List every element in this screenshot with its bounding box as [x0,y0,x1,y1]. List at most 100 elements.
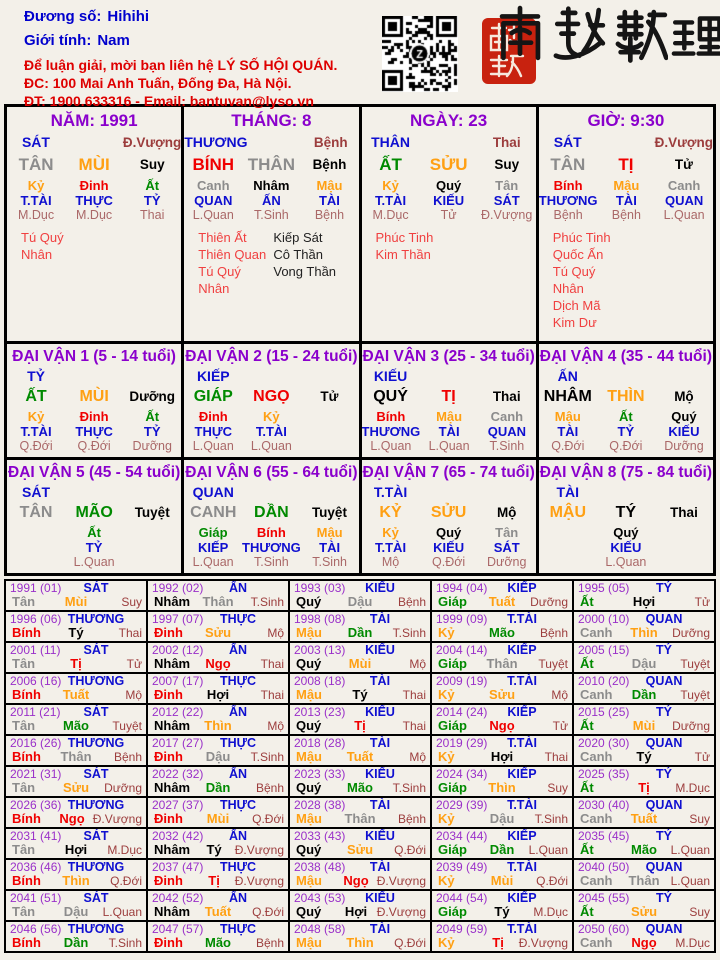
year-branch: Tuất [488,594,516,609]
stem-branch-row: BÍNH THÂN Bệnh [184,152,358,177]
pillar-year: NĂM: 1991 SÁT Đ.Vượng TÂN MÙI Suy Kỷ T.TÀ… [7,107,182,341]
spacer [552,861,568,874]
hidden-stem: Ất [619,409,633,424]
year-ten-god: TÀI [369,860,391,874]
year-lifecycle-status: T.Sinh [534,812,568,826]
hidden-stem-god: KIẾU [433,540,465,555]
year-cell: 2020 (30) QUAN Canh Tý Tử [574,736,714,765]
year-label: 1999 (09) [436,612,488,626]
year-cell-line1: 2015 (25) TỶ [578,706,710,719]
hidden-stem-god: T.TÀI [375,540,407,555]
year-cell-line1: 2034 (44) KIẾP [436,830,568,843]
year-label: 2009 (19) [436,674,488,688]
year-cell: 2036 (46) THƯƠNG Bính Thìn Q.Đới [6,860,146,889]
year-ten-god: QUAN [645,798,683,812]
hidden-stem-status: Bệnh [553,208,583,222]
hidden-stem-column [539,525,597,570]
year-ten-god: ẤN [228,705,248,719]
year-ten-god: THỰC [219,736,257,750]
year-cell-line1: 2022 (32) ẤN [152,768,284,781]
year-ten-god: SÁT [83,829,109,843]
year-stem: Quý [296,656,322,671]
spacer [552,892,568,905]
hidden-stems-row: Bính THƯƠNG L.Quan Mậu TÀI L.Quan Canh QUAN T.Si… [362,409,536,454]
spacer [694,644,710,657]
year-ten-god: QUAN [645,674,683,688]
year-lifecycle-status: Tử [694,595,710,609]
year-label: 2023 (33) [294,767,346,781]
year-branch: Thân [202,594,234,609]
hidden-stem-column: Tân SÁT Đ.Vượng [478,178,536,223]
year-cell-line2: Canh Thìn Dưỡng [578,625,710,641]
ten-god-label: KIẾU [373,368,408,384]
year-cell-line1: 2016 (26) THƯƠNG [10,737,142,750]
daivan-5: ĐẠI VẬN 5 (45 - 54 tuổi) SÁT TÂN MÃO Tuy… [7,460,182,573]
spacer [126,923,142,936]
hidden-stem-status: M.Dục [372,208,409,222]
year-cell-line2: Tân Hợi M.Dục [10,843,142,858]
year-ten-god: QUAN [645,860,683,874]
year-stem: Ất [580,904,594,919]
daivan-3: ĐẠI VẬN 3 (25 - 34 tuổi) KIẾU QUÝ TỊ Tha… [361,344,536,457]
spacer [552,644,568,657]
ten-god-label: SÁT [553,134,582,150]
year-label: 2004 (14) [436,643,488,657]
year-lifecycle-status: Bệnh [255,781,284,795]
earthly-branch: SỬU [430,504,467,521]
year-cell: 2042 (52) ẤN Nhâm Tuất Q.Đới [148,891,288,920]
hidden-stem-god: THƯƠNG [242,540,301,555]
year-label: 2038 (48) [294,860,346,874]
spacer [552,799,568,812]
year-stem: Mậu [296,873,322,888]
year-stem: Đinh [154,935,183,950]
year-stem: Đinh [154,625,183,640]
year-cell: 2003 (13) KIẾU Quý Mùi Mộ [290,643,430,672]
hidden-stem: Bính [376,409,406,424]
star-name: Phúc Tinh [552,230,611,245]
year-lifecycle-status: Tử [552,719,568,733]
ten-god-label: THƯƠNG [184,134,248,150]
year-branch: Thìn [630,625,658,640]
spacer [268,675,284,688]
year-cell-line2: Canh Thân L.Quan [578,874,710,889]
year-ten-god: THƯƠNG [67,922,125,936]
god-row: SÁT [7,483,181,502]
stars-block [184,570,358,573]
year-cell-line1: 2048 (58) TÀI [294,923,426,936]
year-cell-line1: 2047 (57) THỰC [152,923,284,936]
year-cell-line2: Ất Dậu Tuyệt [578,657,710,672]
year-cell: 2005 (15) TỶ Ất Dậu Tuyệt [574,643,714,672]
year-lifecycle-status: Thai [118,626,142,640]
hidden-stem: Quý [435,525,462,540]
stem-lifecycle-status: Bệnh [313,135,348,150]
pillar-hour: GIỜ: 9:30 SÁT Đ.Vượng TÂN TỊ Tử Bính THƯƠ… [538,107,713,341]
stem-lifecycle-status: Đ.Vượng [122,135,182,150]
hidden-stem: Nhâm [253,178,290,193]
year-stem: Mậu [296,625,322,640]
stem-branch-row: GIÁP NGỌ Tử [184,386,358,408]
year-label: 2022 (32) [152,767,204,781]
year-stem: Bính [12,625,41,640]
year-branch: Tị [638,780,650,795]
stem-branch-row: TÂN MÙI Suy [7,152,181,177]
year-cell: 1996 (06) THƯƠNG Bính Tý Thai [6,612,146,641]
year-label: 2011 (21) [10,705,61,719]
year-cell-line1: 2035 (45) TỶ [578,830,710,843]
branch-lifecycle-status: Mộ [496,505,517,520]
year-stem: Đinh [154,687,183,702]
year-stem: Ất [580,594,594,609]
stem-branch-row: MẬU TÝ Thai [539,502,713,524]
year-label: 2025 (35) [578,767,630,781]
year-lifecycle-status: Bệnh [113,750,142,764]
year-lifecycle-status: Bệnh [397,595,426,609]
year-branch: Tuất [346,749,374,764]
hidden-stem-status: T.Sinh [253,555,289,569]
year-label: 1993 (03) [294,581,346,595]
gioi-tinh-label: Giới tính: [24,32,92,49]
year-cell: 2022 (32) ẤN Nhâm Dần Bệnh [148,767,288,796]
year-cell: 2037 (47) THỰC Đinh Tị Đ.Vượng [148,860,288,889]
heavenly-stem: TÂN [550,155,586,174]
year-stem: Ất [580,718,594,733]
hidden-stem: Kỷ [263,409,280,424]
year-branch: Tý [68,625,84,640]
